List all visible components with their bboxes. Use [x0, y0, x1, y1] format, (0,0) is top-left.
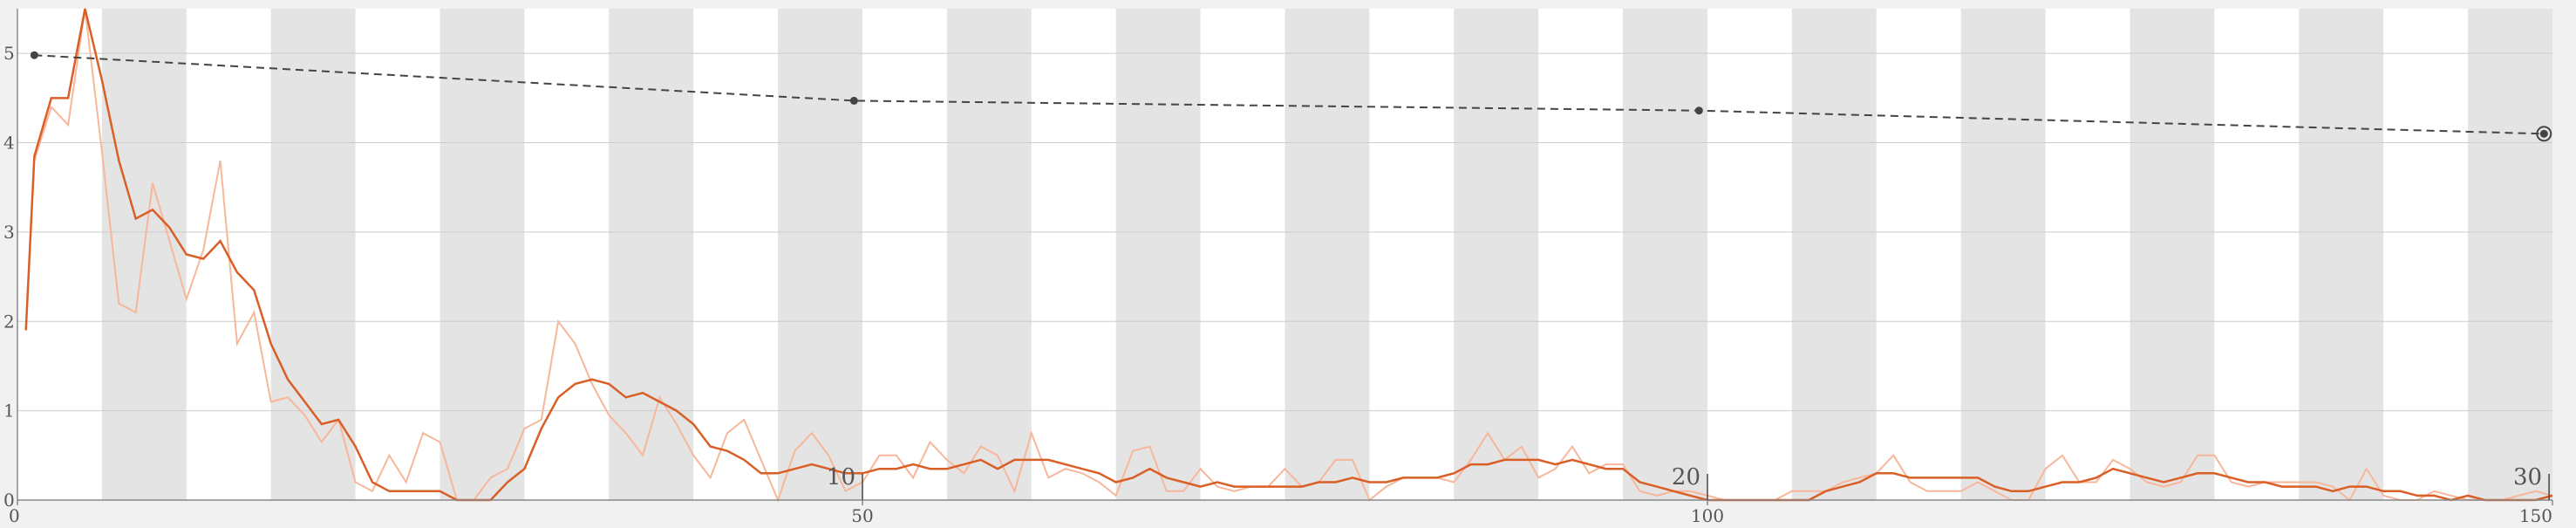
inner-label: 30: [2513, 464, 2542, 490]
chart-band: [946, 9, 1032, 500]
x-tick-label: 0: [9, 505, 20, 526]
chart-band: [1454, 9, 1539, 500]
chart-band: [862, 9, 947, 500]
trend-point: [30, 51, 38, 59]
trend-point: [2539, 129, 2548, 138]
trend-point-ring: [2536, 126, 2552, 142]
chart-band: [524, 9, 610, 500]
chart-band: [1538, 9, 1624, 500]
x-tick-label: 50: [851, 505, 873, 526]
chart-band: [2214, 9, 2300, 500]
chart-band: [693, 9, 779, 500]
chart-band: [1960, 9, 2046, 500]
chart-band: [2299, 9, 2384, 500]
chart-bands: [17, 9, 2552, 500]
raw-series-line: [33, 8, 2553, 503]
chart-band: [1200, 9, 1285, 500]
chart-band: [2045, 9, 2130, 500]
smoothed-series: [24, 8, 2553, 502]
trend-point: [1694, 106, 1703, 115]
chart-band: [778, 9, 862, 500]
trend-series: [30, 51, 2552, 142]
chart-band: [1285, 9, 1370, 500]
y-tick-label: 0: [3, 490, 15, 511]
y-tick-label: 1: [3, 401, 15, 422]
smoothed-series-line: [24, 8, 2553, 502]
chart-band: [355, 9, 440, 500]
chart-band: [2130, 9, 2215, 500]
raw-series: [33, 8, 2553, 503]
chart-band: [1623, 9, 1707, 500]
chart-band: [270, 9, 356, 500]
chart-band: [440, 9, 525, 500]
chart-band: [2468, 9, 2552, 500]
trend-series-line: [34, 54, 2545, 135]
inner-label: 20: [1672, 464, 1700, 490]
chart-gridlines: [17, 52, 2552, 412]
chart-band: [1369, 9, 1455, 500]
chart-axes: [17, 9, 2552, 501]
chart-band: [1707, 9, 1792, 500]
chart-band: [1791, 9, 1877, 500]
chart-band: [1031, 9, 1116, 500]
inner-label: 10: [827, 464, 855, 490]
chart-band: [17, 9, 102, 500]
chart-band: [1876, 9, 1961, 500]
y-tick-label: 5: [3, 43, 15, 64]
trend-point: [849, 96, 858, 105]
y-tick-label: 4: [3, 133, 15, 154]
y-tick-label: 2: [3, 311, 15, 332]
x-tick-label: 150: [2519, 505, 2552, 526]
chart-band: [2383, 9, 2469, 500]
chart-band: [1115, 9, 1201, 500]
y-tick-label: 3: [3, 222, 15, 243]
x-tick-label: 100: [1691, 505, 1724, 526]
